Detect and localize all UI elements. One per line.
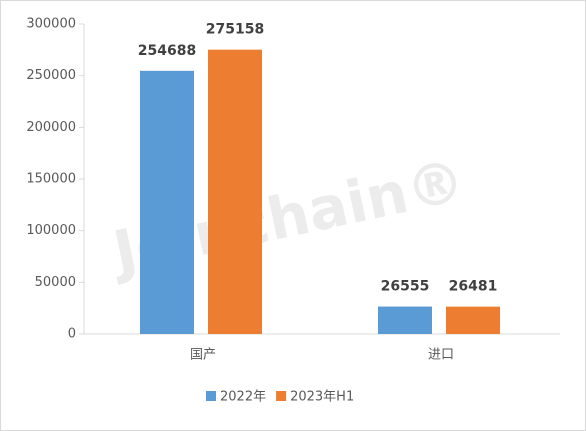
- x-tick-label: 进口: [428, 348, 454, 363]
- value-label: 26555: [381, 279, 430, 295]
- x-tick-label: 国产: [190, 348, 216, 363]
- bar: [140, 70, 194, 335]
- bar: [208, 49, 262, 334]
- y-tick-label: 250000: [26, 68, 76, 83]
- bar: [446, 306, 500, 334]
- y-tick-label: 200000: [26, 120, 76, 135]
- legend-swatch: [276, 391, 287, 401]
- legend-label: 2022年: [220, 390, 266, 405]
- value-label: 26481: [449, 279, 498, 295]
- legend-label: 2023年H1: [290, 390, 354, 405]
- y-tick-label: 100000: [26, 223, 76, 238]
- value-label: 275158: [206, 22, 264, 38]
- legend-swatch: [206, 391, 216, 401]
- value-label: 254688: [138, 43, 196, 59]
- y-tick-label: 150000: [26, 172, 76, 187]
- y-tick-label: 50000: [35, 275, 76, 290]
- y-tick-label: 300000: [26, 17, 76, 32]
- bar: [378, 306, 432, 334]
- y-tick-label: 0: [68, 327, 76, 342]
